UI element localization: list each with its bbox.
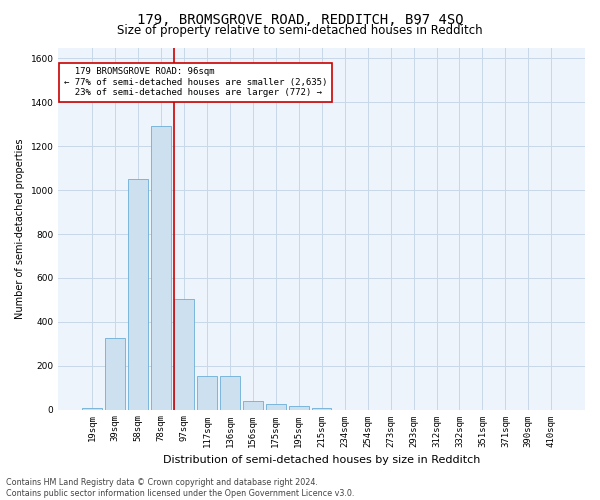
Bar	[312, 408, 331, 410]
Bar	[243, 401, 263, 409]
Text: Contains HM Land Registry data © Crown copyright and database right 2024.
Contai: Contains HM Land Registry data © Crown c…	[6, 478, 355, 498]
Text: Size of property relative to semi-detached houses in Redditch: Size of property relative to semi-detach…	[117, 24, 483, 37]
Bar	[220, 376, 239, 410]
Bar	[174, 298, 194, 410]
Bar	[128, 179, 148, 410]
Bar	[106, 338, 125, 409]
X-axis label: Distribution of semi-detached houses by size in Redditch: Distribution of semi-detached houses by …	[163, 455, 481, 465]
Text: 179 BROMSGROVE ROAD: 96sqm
← 77% of semi-detached houses are smaller (2,635)
  2: 179 BROMSGROVE ROAD: 96sqm ← 77% of semi…	[64, 68, 327, 97]
Text: 179, BROMSGROVE ROAD, REDDITCH, B97 4SQ: 179, BROMSGROVE ROAD, REDDITCH, B97 4SQ	[137, 12, 463, 26]
Y-axis label: Number of semi-detached properties: Number of semi-detached properties	[15, 138, 25, 319]
Bar	[82, 408, 102, 410]
Bar	[151, 126, 171, 410]
Bar	[289, 406, 308, 410]
Bar	[197, 376, 217, 410]
Bar	[266, 404, 286, 409]
